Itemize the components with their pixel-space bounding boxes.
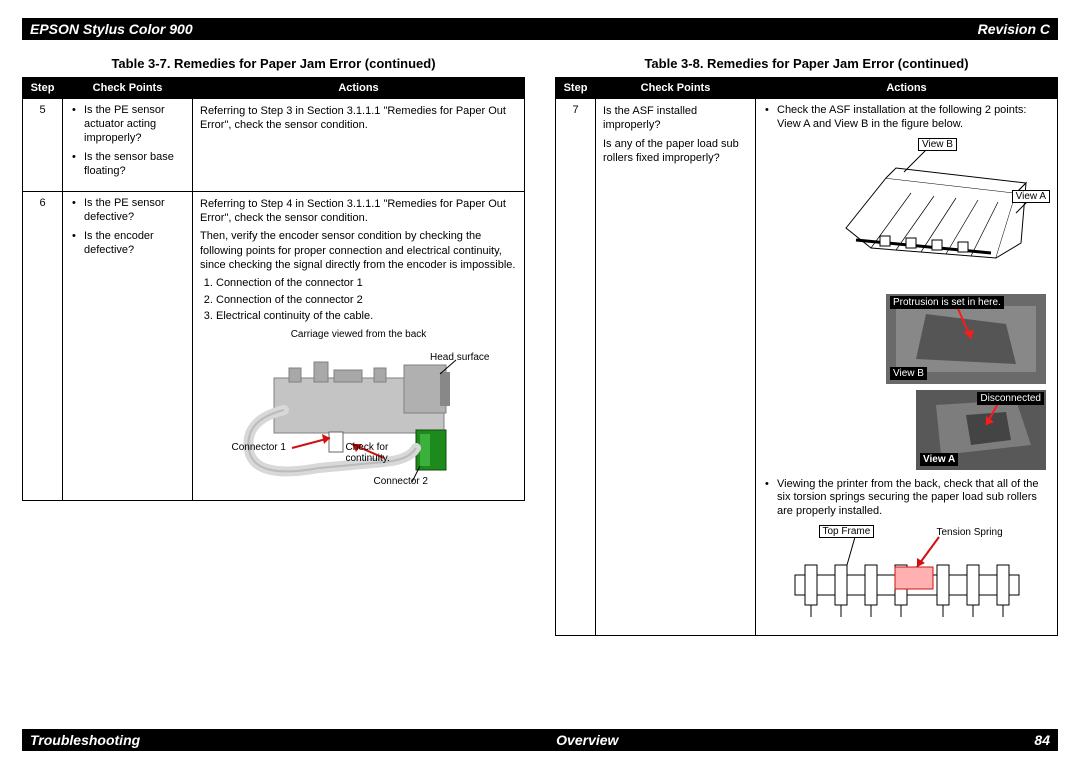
cell-step: 5 bbox=[23, 99, 63, 192]
label-view-a-box: View A bbox=[1012, 190, 1050, 203]
check-item: Is the sensor base floating? bbox=[70, 151, 185, 179]
check-para: Is any of the paper load sub rollers fix… bbox=[603, 137, 748, 166]
table-row: 5 Is the PE sensor actuator acting impro… bbox=[23, 99, 525, 192]
action-list-item: Connection of the connector 2 bbox=[216, 293, 517, 307]
table-3-8-caption: Table 3-8. Remedies for Paper Jam Error … bbox=[555, 56, 1058, 71]
asf-diagram: View B View A bbox=[826, 138, 1046, 288]
label-protrusion: Protrusion is set in here. bbox=[890, 296, 1004, 309]
header-revision: Revision C bbox=[978, 21, 1050, 37]
action-para: Then, verify the encoder sensor conditio… bbox=[200, 229, 517, 272]
check-item: Is the PE sensor actuator acting imprope… bbox=[70, 104, 185, 145]
label-view-b-box: View B bbox=[918, 138, 957, 151]
th-actions: Actions bbox=[756, 78, 1058, 99]
check-para: Is the ASF installed improperly? bbox=[603, 104, 748, 133]
cell-actions: Referring to Step 3 in Section 3.1.1.1 "… bbox=[193, 99, 525, 192]
left-column: Table 3-7. Remedies for Paper Jam Error … bbox=[22, 48, 525, 636]
footer-right: 84 bbox=[1034, 732, 1050, 748]
table-row: 6 Is the PE sensor defective? Is the enc… bbox=[23, 191, 525, 500]
cell-actions: Referring to Step 4 in Section 3.1.1.1 "… bbox=[193, 191, 525, 500]
footer-left: Troubleshooting bbox=[30, 732, 140, 748]
th-check: Check Points bbox=[63, 78, 193, 99]
th-step: Step bbox=[556, 78, 596, 99]
top-frame-svg bbox=[787, 525, 1027, 625]
check-item: Is the encoder defective? bbox=[70, 230, 185, 258]
diagram-title: Carriage viewed from the back bbox=[234, 329, 484, 340]
th-actions: Actions bbox=[193, 78, 525, 99]
cell-check: Is the ASF installed improperly? Is any … bbox=[596, 99, 756, 636]
label-connector1: Connector 1 bbox=[232, 442, 286, 453]
photo-view-b: Protrusion is set in here. View B bbox=[886, 294, 1046, 384]
action-para: Referring to Step 3 in Section 3.1.1.1 "… bbox=[200, 104, 517, 133]
cell-check: Is the PE sensor defective? Is the encod… bbox=[63, 191, 193, 500]
label-view-b-photo: View B bbox=[890, 367, 927, 380]
cell-step: 7 bbox=[556, 99, 596, 636]
footer-center: Overview bbox=[556, 732, 618, 748]
action-bullet: Viewing the printer from the back, check… bbox=[763, 478, 1050, 519]
top-frame-diagram: Top Frame Tension Spring bbox=[787, 525, 1027, 625]
footer-bar: Troubleshooting Overview 84 bbox=[22, 729, 1058, 751]
cell-actions: Check the ASF installation at the follow… bbox=[756, 99, 1058, 636]
cell-step: 6 bbox=[23, 191, 63, 500]
label-disconnected: Disconnected bbox=[977, 392, 1044, 405]
label-view-a-photo: View A bbox=[920, 453, 958, 466]
action-list-item: Electrical continuity of the cable. bbox=[216, 309, 517, 323]
cell-check: Is the PE sensor actuator acting imprope… bbox=[63, 99, 193, 192]
label-tension-spring: Tension Spring bbox=[937, 527, 1003, 538]
label-top-frame: Top Frame bbox=[819, 525, 875, 538]
label-connector2: Connector 2 bbox=[374, 476, 428, 487]
table-3-7: Step Check Points Actions 5 Is the PE se… bbox=[22, 77, 525, 501]
carriage-diagram: Carriage viewed from the back bbox=[234, 329, 484, 490]
action-bullet: Check the ASF installation at the follow… bbox=[763, 104, 1050, 132]
action-list-item: Connection of the connector 1 bbox=[216, 276, 517, 290]
header-title: EPSON Stylus Color 900 bbox=[30, 21, 193, 37]
th-step: Step bbox=[23, 78, 63, 99]
table-3-7-caption: Table 3-7. Remedies for Paper Jam Error … bbox=[22, 56, 525, 71]
action-para: Referring to Step 4 in Section 3.1.1.1 "… bbox=[200, 197, 517, 226]
asf-svg bbox=[826, 138, 1046, 288]
header-bar: EPSON Stylus Color 900 Revision C bbox=[22, 18, 1058, 40]
table-row: 7 Is the ASF installed improperly? Is an… bbox=[556, 99, 1058, 636]
label-check-continuity: Check for continuity. bbox=[346, 442, 406, 464]
table-3-8: Step Check Points Actions 7 Is the ASF i… bbox=[555, 77, 1058, 636]
photo-view-a: Disconnected View A bbox=[916, 390, 1046, 470]
th-check: Check Points bbox=[596, 78, 756, 99]
right-column: Table 3-8. Remedies for Paper Jam Error … bbox=[555, 48, 1058, 636]
check-item: Is the PE sensor defective? bbox=[70, 197, 185, 225]
two-column-layout: Table 3-7. Remedies for Paper Jam Error … bbox=[22, 48, 1058, 636]
label-head-surface: Head surface bbox=[430, 352, 489, 363]
